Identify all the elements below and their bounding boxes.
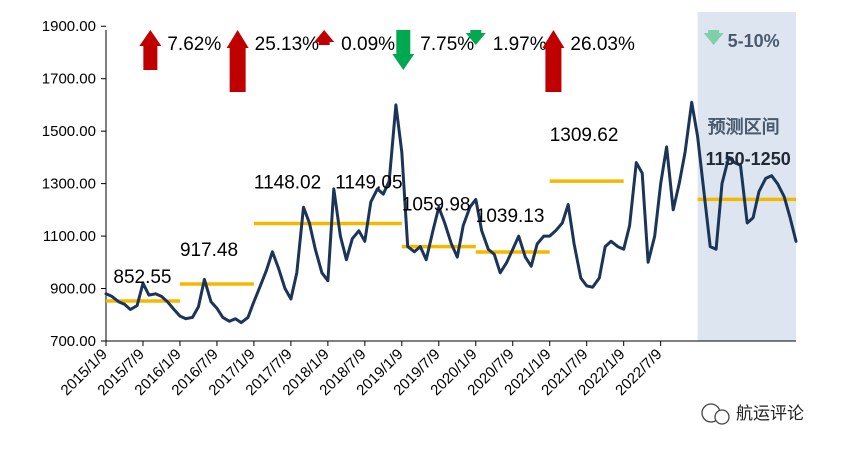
average-label: 1039.13 — [476, 206, 545, 227]
y-tick-label: 900.00 — [50, 281, 96, 298]
y-tick-label: 1300.00 — [42, 176, 96, 193]
y-tick-label: 1700.00 — [42, 71, 96, 88]
change-pct-label: 0.09% — [341, 34, 395, 55]
up-arrow-icon — [314, 30, 335, 45]
watermark-text: 航运评论 — [736, 404, 804, 424]
change-pct-label: 7.75% — [420, 34, 474, 55]
down-arrow-icon — [465, 30, 486, 45]
average-label: 852.55 — [113, 267, 171, 288]
forecast-down-arrow-icon — [703, 30, 724, 45]
down-arrow-icon — [392, 30, 415, 70]
average-label: 1309.62 — [550, 125, 619, 146]
wechat-icon-bubble — [714, 409, 730, 425]
up-arrow-icon — [226, 30, 249, 92]
change-pct-label: 25.13% — [255, 34, 320, 55]
average-label: 1149.05 — [335, 172, 402, 193]
change-pct-label: 26.03% — [570, 34, 635, 55]
forecast-title: 预测区间 — [708, 116, 780, 138]
x-axis: 2015/1/92015/7/92016/1/92016/7/92017/1/9… — [58, 341, 665, 399]
y-tick-label: 1100.00 — [43, 228, 96, 245]
price-line — [104, 100, 798, 325]
change-pct-label: 1.97% — [493, 34, 547, 55]
y-tick-label: 1500.00 — [42, 123, 96, 140]
forecast-pct: 5-10% — [728, 31, 780, 51]
up-arrow-icon — [139, 30, 162, 70]
y-tick-label: 1900.00 — [42, 18, 96, 35]
forecast-range: 1150-1250 — [706, 149, 791, 169]
up-arrow-icon — [542, 30, 565, 92]
watermark: 航运评论 — [701, 403, 804, 425]
average-label: 1148.02 — [254, 172, 321, 193]
change-arrows: 7.62% 25.13% 0.09% 7.75% 1.97% 26.03% — [139, 30, 724, 92]
average-label: 1059.98 — [402, 195, 471, 216]
change-pct-label: 7.62% — [167, 34, 221, 55]
average-label: 917.48 — [180, 240, 238, 261]
forecast-annotation: 5-10% 预测区间 1150-1250 — [706, 31, 791, 169]
forecast-band — [697, 12, 796, 341]
y-tick-label: 700.00 — [50, 333, 96, 350]
y-axis: 700.00 900.00 1100.00 1300.00 1500.00 1700.00… — [42, 18, 106, 350]
